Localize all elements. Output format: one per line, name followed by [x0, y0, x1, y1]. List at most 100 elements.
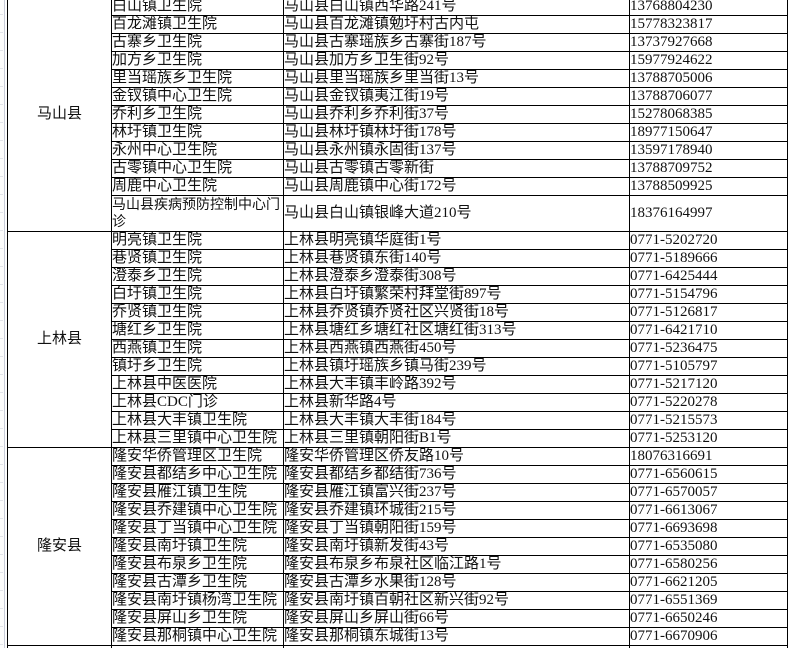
phone-cell: 0771-5126817 — [629, 303, 788, 322]
phone-cell: 15278068385 — [629, 105, 788, 124]
table-row: 巷贤镇卫生院 上林县巷贤镇东街140号 0771-5189666 — [8, 249, 788, 268]
name-cell: 百龙滩镇卫生院 — [111, 15, 284, 34]
table-row: 百龙滩镇卫生院 马山县百龙滩镇勉圩村古内屯 15778323817 — [8, 15, 788, 34]
address-cell: 马山县乔利乡乔利街37号 — [283, 105, 630, 124]
table-row: 永州中心卫生院 马山县永州镇永固街137号 13597178940 — [8, 141, 788, 160]
name-cell: 永州中心卫生院 — [111, 141, 284, 160]
name-cell: 隆安县南圩镇卫生院 — [111, 537, 284, 556]
table-row: 隆安县南圩镇卫生院 隆安县南圩镇新发街43号 0771-6535080 — [8, 537, 788, 556]
table-row: 加方乡卫生院 马山县加方乡卫生街92号 15977924622 — [8, 51, 788, 70]
table-row: 隆安县 隆安华侨管理区卫生院 隆安华侨管理区侨友路10号 18076316691 — [7, 447, 788, 646]
name-cell: 白圩镇卫生院 — [111, 285, 284, 304]
name-cell: 加方乡卫生院 — [111, 51, 284, 70]
county-cell: 马山县 — [7, 0, 112, 232]
address-cell: 隆安县都结乡都结街736号 — [283, 465, 630, 484]
address-cell: 马山县古寨瑶族乡古寨街187号 — [283, 33, 630, 52]
address-cell: 上林县白圩镇繁荣村拜堂街897号 — [283, 285, 630, 304]
address-cell: 上林县澄泰乡澄泰街308号 — [283, 267, 630, 286]
phone-cell: 0771-6535080 — [629, 537, 788, 556]
address-cell: 马山县古零镇古零新街 — [283, 159, 630, 178]
table-row: 隆安县古潭乡卫生院 隆安县古潭乡水果街128号 0771-6621205 — [8, 573, 788, 592]
phone-cell: 15778323817 — [629, 15, 788, 34]
name-cell: 周鹿中心卫生院 — [111, 177, 284, 196]
table-row: 金钗镇中心卫生院 马山县金钗镇夷江街19号 13788706077 — [8, 87, 788, 106]
address-cell: 上林县巷贤镇东街140号 — [283, 249, 630, 268]
table-row: 隆安县那桐镇中心卫生院 隆安县那桐镇东城街13号 0771-6670906 — [8, 627, 788, 646]
phone-cell: 0771-6570057 — [629, 483, 788, 502]
health-facility-table: 马山县 白山镇卫生院 马山县白山镇西华路241号 13768804230 百龙滩镇卫生院… — [7, 0, 788, 648]
phone-cell: 0771-5217120 — [629, 375, 788, 394]
phone-cell: 0771-5202720 — [629, 231, 788, 250]
phone-cell: 0771-5215573 — [629, 411, 788, 430]
name-cell: 镇圩乡卫生院 — [111, 357, 284, 376]
phone-cell: 0771-5220278 — [629, 393, 788, 412]
phone-cell: 13737927668 — [629, 33, 788, 52]
address-cell: 上林县新华路4号 — [283, 393, 630, 412]
table-container: 马山县 白山镇卫生院 马山县白山镇西华路241号 13768804230 百龙滩镇卫生院… — [7, 0, 788, 648]
name-cell: 隆安县都结乡中心卫生院 — [111, 465, 284, 484]
name-cell: 隆安县丁当镇中心卫生院 — [111, 519, 284, 538]
table-row: 隆安县屏山乡卫生院 隆安县屏山乡屏山街66号 0771-6650246 — [8, 609, 788, 628]
table-row: 周鹿中心卫生院 马山县周鹿镇中心街172号 13788509925 — [8, 177, 788, 196]
name-cell: 隆安县雁江镇卫生院 — [111, 483, 284, 502]
phone-cell: 13768804230 — [629, 0, 788, 16]
table-row: 马山县 白山镇卫生院 马山县白山镇西华路241号 13768804230 — [7, 0, 788, 232]
table-row — [7, 645, 788, 648]
address-cell: 隆安县雁江镇富兴街237号 — [283, 483, 630, 502]
row-tick-marks — [0, 0, 3, 648]
phone-cell: 15977924622 — [629, 51, 788, 70]
name-cell: 巷贤镇卫生院 — [111, 249, 284, 268]
table-row: 镇圩乡卫生院 上林县镇圩瑶族乡镇马街239号 0771-5105797 — [8, 357, 788, 376]
phone-cell: 18376164997 — [629, 195, 788, 232]
name-cell: 塘红乡卫生院 — [111, 321, 284, 340]
address-cell: 马山县百龙滩镇勉圩村古内屯 — [283, 15, 630, 34]
table-row: 乔贤镇卫生院 上林县乔贤镇乔贤社区兴贤街18号 0771-5126817 — [8, 303, 788, 322]
table-row: 隆安县雁江镇卫生院 隆安县雁江镇富兴街237号 0771-6570057 — [8, 483, 788, 502]
address-cell: 马山县周鹿镇中心街172号 — [283, 177, 630, 196]
name-cell: 上林县三里镇中心卫生院 — [111, 429, 284, 448]
address-cell: 上林县镇圩瑶族乡镇马街239号 — [283, 357, 630, 376]
address-cell: 马山县林圩镇林圩街178号 — [283, 123, 630, 142]
phone-cell: 0771-6650246 — [629, 609, 788, 628]
table-row: 隆安县南圩镇杨湾卫生院 隆安县南圩镇百朝社区新兴街92号 0771-6551369 — [8, 591, 788, 610]
name-cell: 白山镇卫生院 — [111, 0, 284, 16]
address-cell: 隆安县南圩镇百朝社区新兴街92号 — [283, 591, 630, 610]
address-cell: 隆安县屏山乡屏山街66号 — [283, 609, 630, 628]
phone-cell: 13788705006 — [629, 69, 788, 88]
phone-cell: 0771-6425444 — [629, 267, 788, 286]
address-cell: 马山县白山镇银峰大道210号 — [283, 195, 630, 232]
name-cell: 乔利乡卫生院 — [111, 105, 284, 124]
name-cell: 上林县CDC门诊 — [111, 393, 284, 412]
name-cell: 上林县中医医院 — [111, 375, 284, 394]
county-cell: 隆安县 — [7, 447, 112, 646]
table-row: 塘红乡卫生院 上林县塘红乡塘红社区塘红街313号 0771-6421710 — [8, 321, 788, 340]
phone-cell: 13788509925 — [629, 177, 788, 196]
name-cell: 里当瑶族乡卫生院 — [111, 69, 284, 88]
cropped-gridline-edge-artifact — [0, 0, 7, 648]
phone-cell: 0771-6613067 — [629, 501, 788, 520]
table-row: 马山县疾病预防控制中心门诊 马山县白山镇银峰大道210号 18376164997 — [8, 195, 788, 232]
table-row: 古寨乡卫生院 马山县古寨瑶族乡古寨街187号 13737927668 — [8, 33, 788, 52]
address-cell: 隆安县古潭乡水果街128号 — [283, 573, 630, 592]
edge-vertical-line — [4, 0, 5, 648]
address-cell: 上林县塘红乡塘红社区塘红街313号 — [283, 321, 630, 340]
phone-cell: 13788706077 — [629, 87, 788, 106]
address-cell: 马山县加方乡卫生街92号 — [283, 51, 630, 70]
address-cell: 隆安县那桐镇东城街13号 — [283, 627, 630, 646]
table-row: 隆安县布泉乡卫生院 隆安县布泉乡布泉社区临江路1号 0771-6580256 — [8, 555, 788, 574]
table-row: 古零镇中心卫生院 马山县古零镇古零新街 13788709752 — [8, 159, 788, 178]
phone-cell: 18977150647 — [629, 123, 788, 142]
phone-cell: 0771-5189666 — [629, 249, 788, 268]
phone-cell: 0771-6421710 — [629, 321, 788, 340]
address-cell: 上林县明亮镇华庭街1号 — [283, 231, 630, 250]
table-row: 上林县CDC门诊 上林县新华路4号 0771-5220278 — [8, 393, 788, 412]
address-cell: 上林县大丰镇丰岭路392号 — [283, 375, 630, 394]
name-cell: 金钗镇中心卫生院 — [111, 87, 284, 106]
phone-cell: 0771-5105797 — [629, 357, 788, 376]
name-cell: 隆安县古潭乡卫生院 — [111, 573, 284, 592]
table-row: 隆安县乔建镇中心卫生院 隆安县乔建镇环城街215号 0771-6613067 — [8, 501, 788, 520]
name-cell: 隆安县南圩镇杨湾卫生院 — [111, 591, 284, 610]
name-cell: 隆安华侨管理区卫生院 — [111, 447, 284, 466]
name-cell: 马山县疾病预防控制中心门诊 — [111, 195, 284, 232]
